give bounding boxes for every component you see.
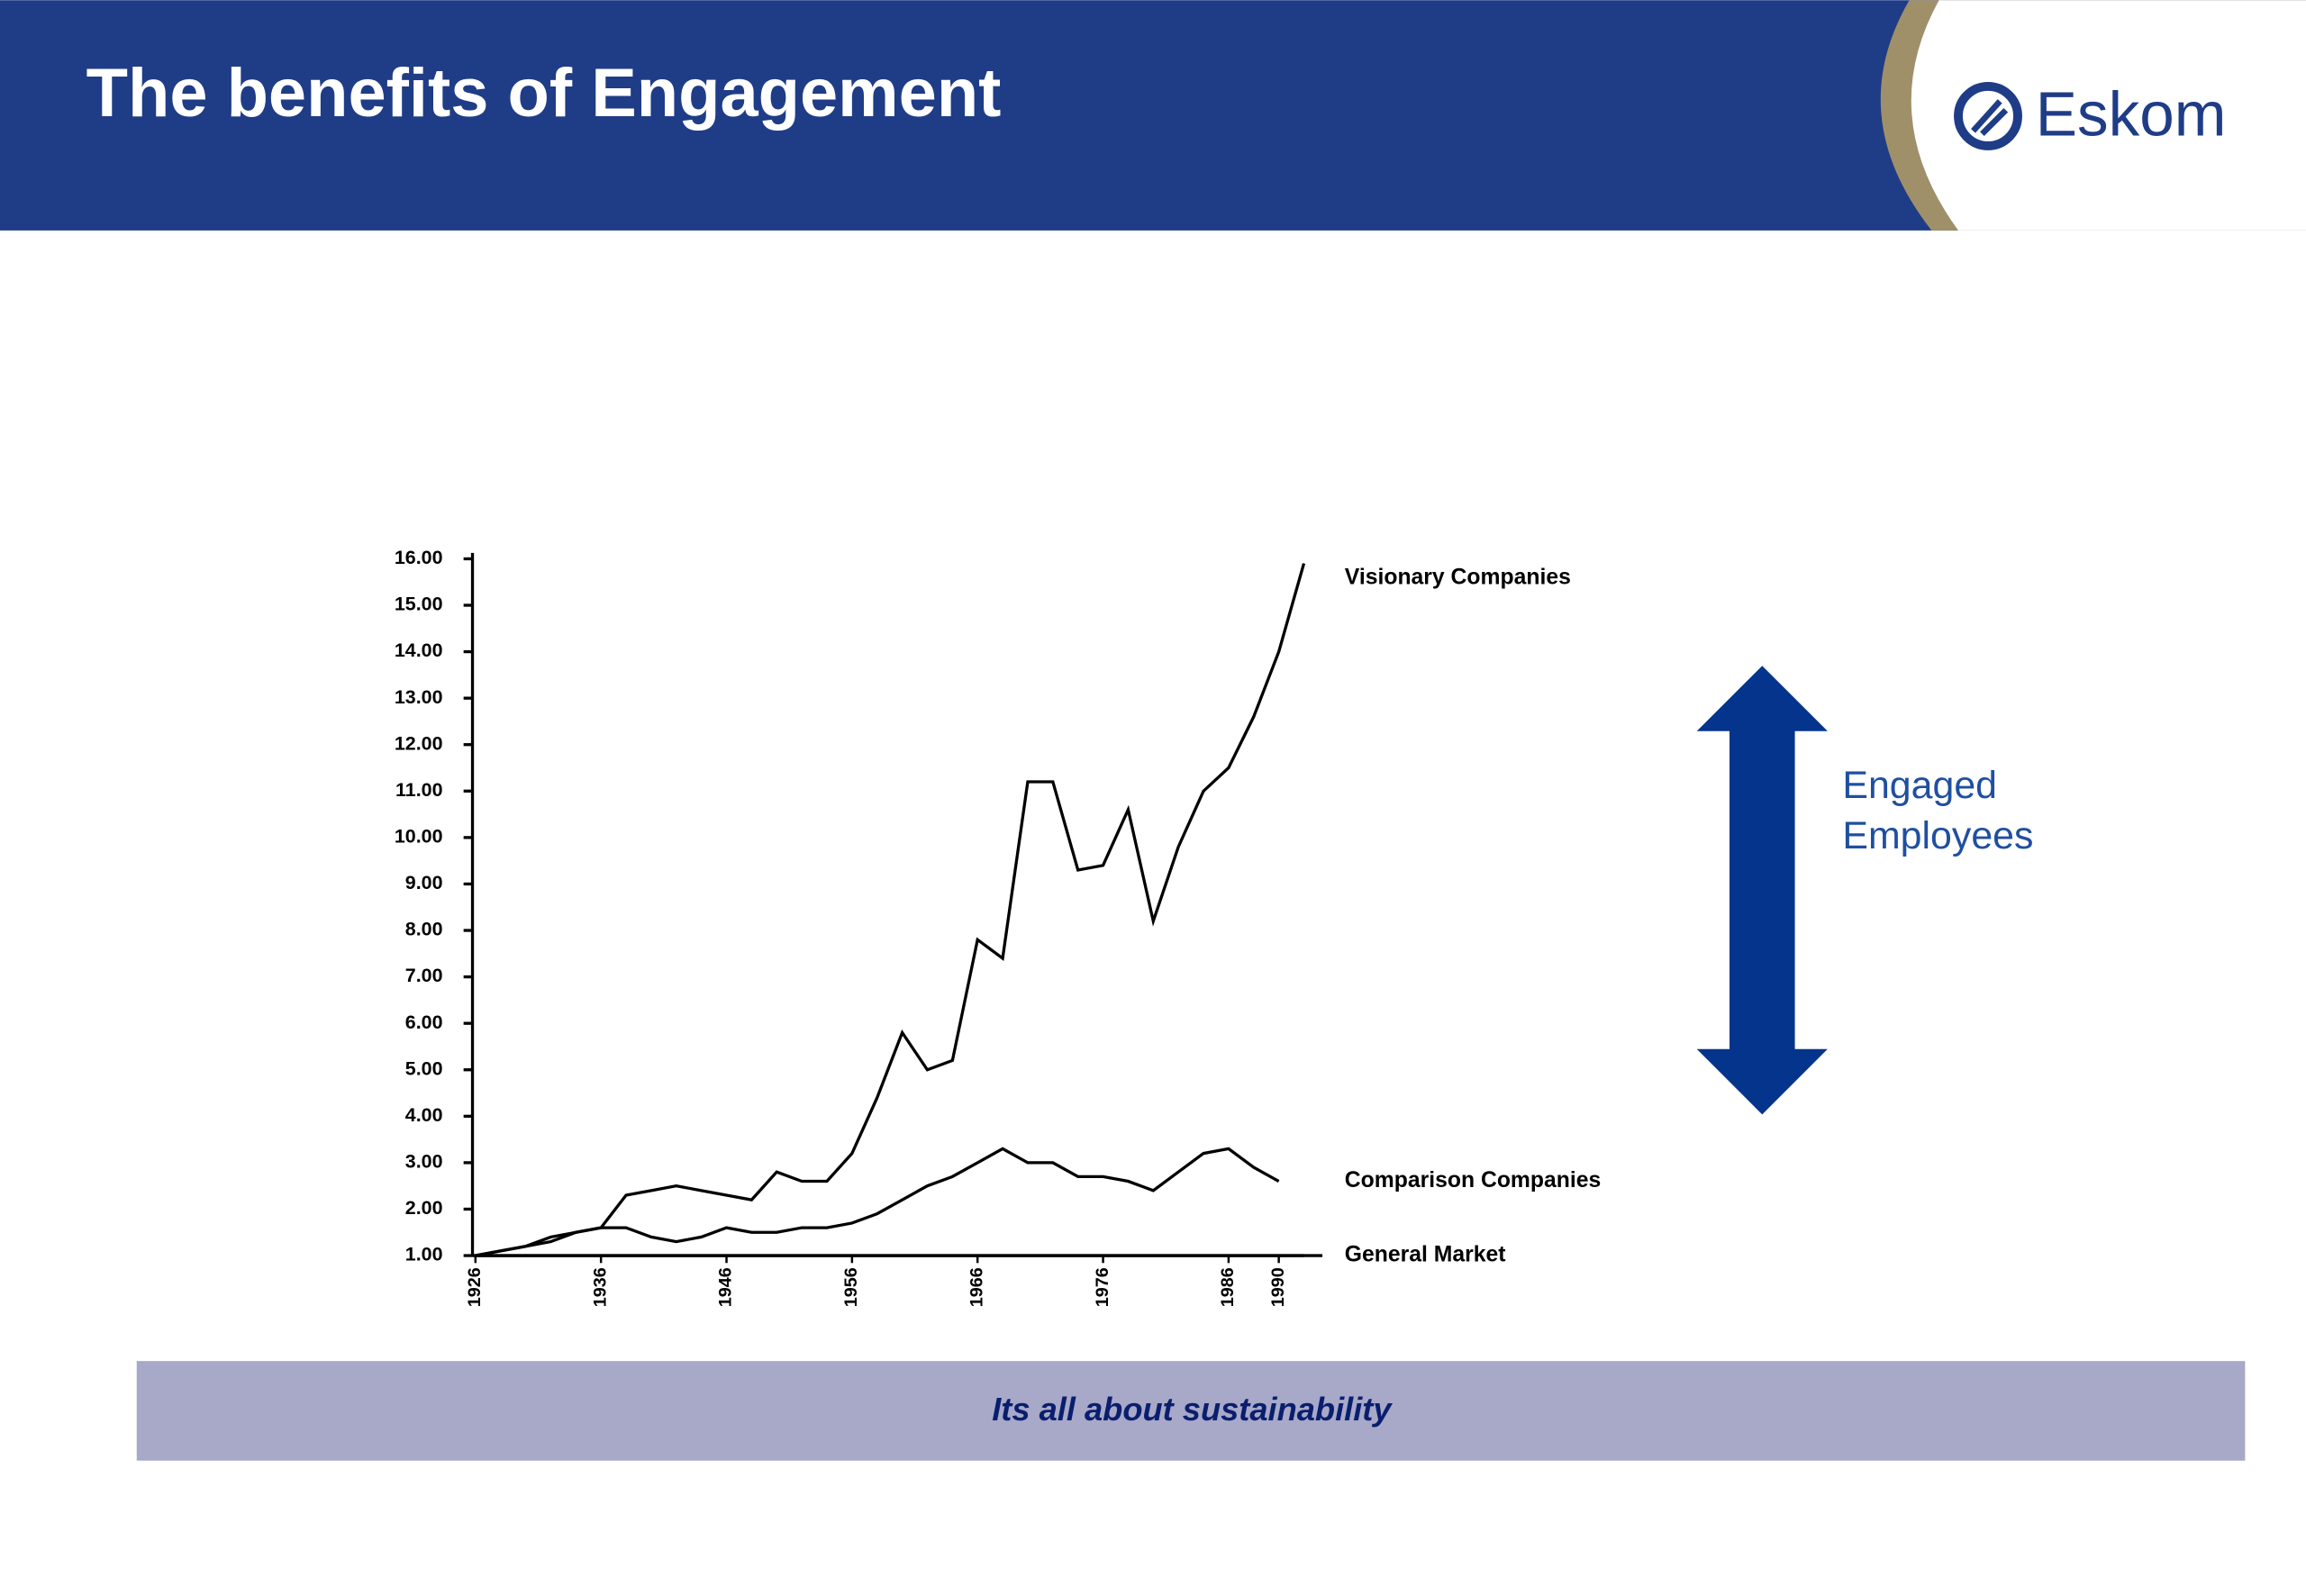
x-tick-label: 1946 — [716, 1267, 736, 1307]
y-tick-label: 14.00 — [395, 639, 443, 661]
annotation: Engaged — [1842, 764, 1997, 807]
x-tick-label: 1986 — [1218, 1267, 1238, 1307]
y-tick-label: 8.00 — [405, 919, 443, 940]
x-tick-label: 1990 — [1268, 1267, 1288, 1307]
slide-title: The benefits of Engagement — [86, 55, 1002, 131]
logo-text: Eskom — [2036, 78, 2227, 149]
logo-mark — [1954, 81, 2022, 150]
y-tick-label: 4.00 — [405, 1104, 443, 1126]
y-tick-label: 16.00 — [395, 547, 443, 568]
x-tick-label: 1926 — [465, 1267, 485, 1307]
y-tick-label: 15.00 — [395, 594, 443, 615]
y-tick-label: 7.00 — [405, 965, 443, 986]
y-tick-label: 9.00 — [405, 872, 443, 893]
y-tick-label: 1.00 — [405, 1244, 443, 1265]
logo-panel — [1911, 0, 2306, 231]
footer-text: Its all about sustainability — [992, 1391, 1393, 1428]
x-tick-label: 1936 — [590, 1267, 610, 1307]
series-label: General Market — [1345, 1243, 1506, 1267]
y-tick-label: 10.00 — [395, 826, 443, 848]
footer-band — [136, 1361, 2246, 1461]
x-tick-label: 1956 — [841, 1267, 861, 1307]
y-tick-label: 12.00 — [395, 732, 443, 754]
x-tick-label: 1966 — [967, 1267, 986, 1307]
y-tick-label: 5.00 — [405, 1057, 443, 1079]
series-label: Visionary Companies — [1345, 566, 1571, 590]
annotation: Employees — [1842, 814, 2033, 857]
logo-mark-bolt — [1971, 99, 2009, 137]
double-arrow — [1696, 666, 1828, 1115]
series-line — [475, 563, 1306, 1257]
y-tick-label: 3.00 — [405, 1151, 443, 1173]
y-tick-label: 2.00 — [405, 1197, 443, 1219]
series-line — [475, 1147, 1280, 1257]
y-tick-label: 13.00 — [395, 686, 443, 708]
y-tick-label: 6.00 — [405, 1011, 443, 1033]
series-label: Comparison Companies — [1345, 1168, 1601, 1192]
y-tick-label: 11.00 — [395, 779, 443, 801]
x-tick-label: 1976 — [1093, 1267, 1112, 1307]
